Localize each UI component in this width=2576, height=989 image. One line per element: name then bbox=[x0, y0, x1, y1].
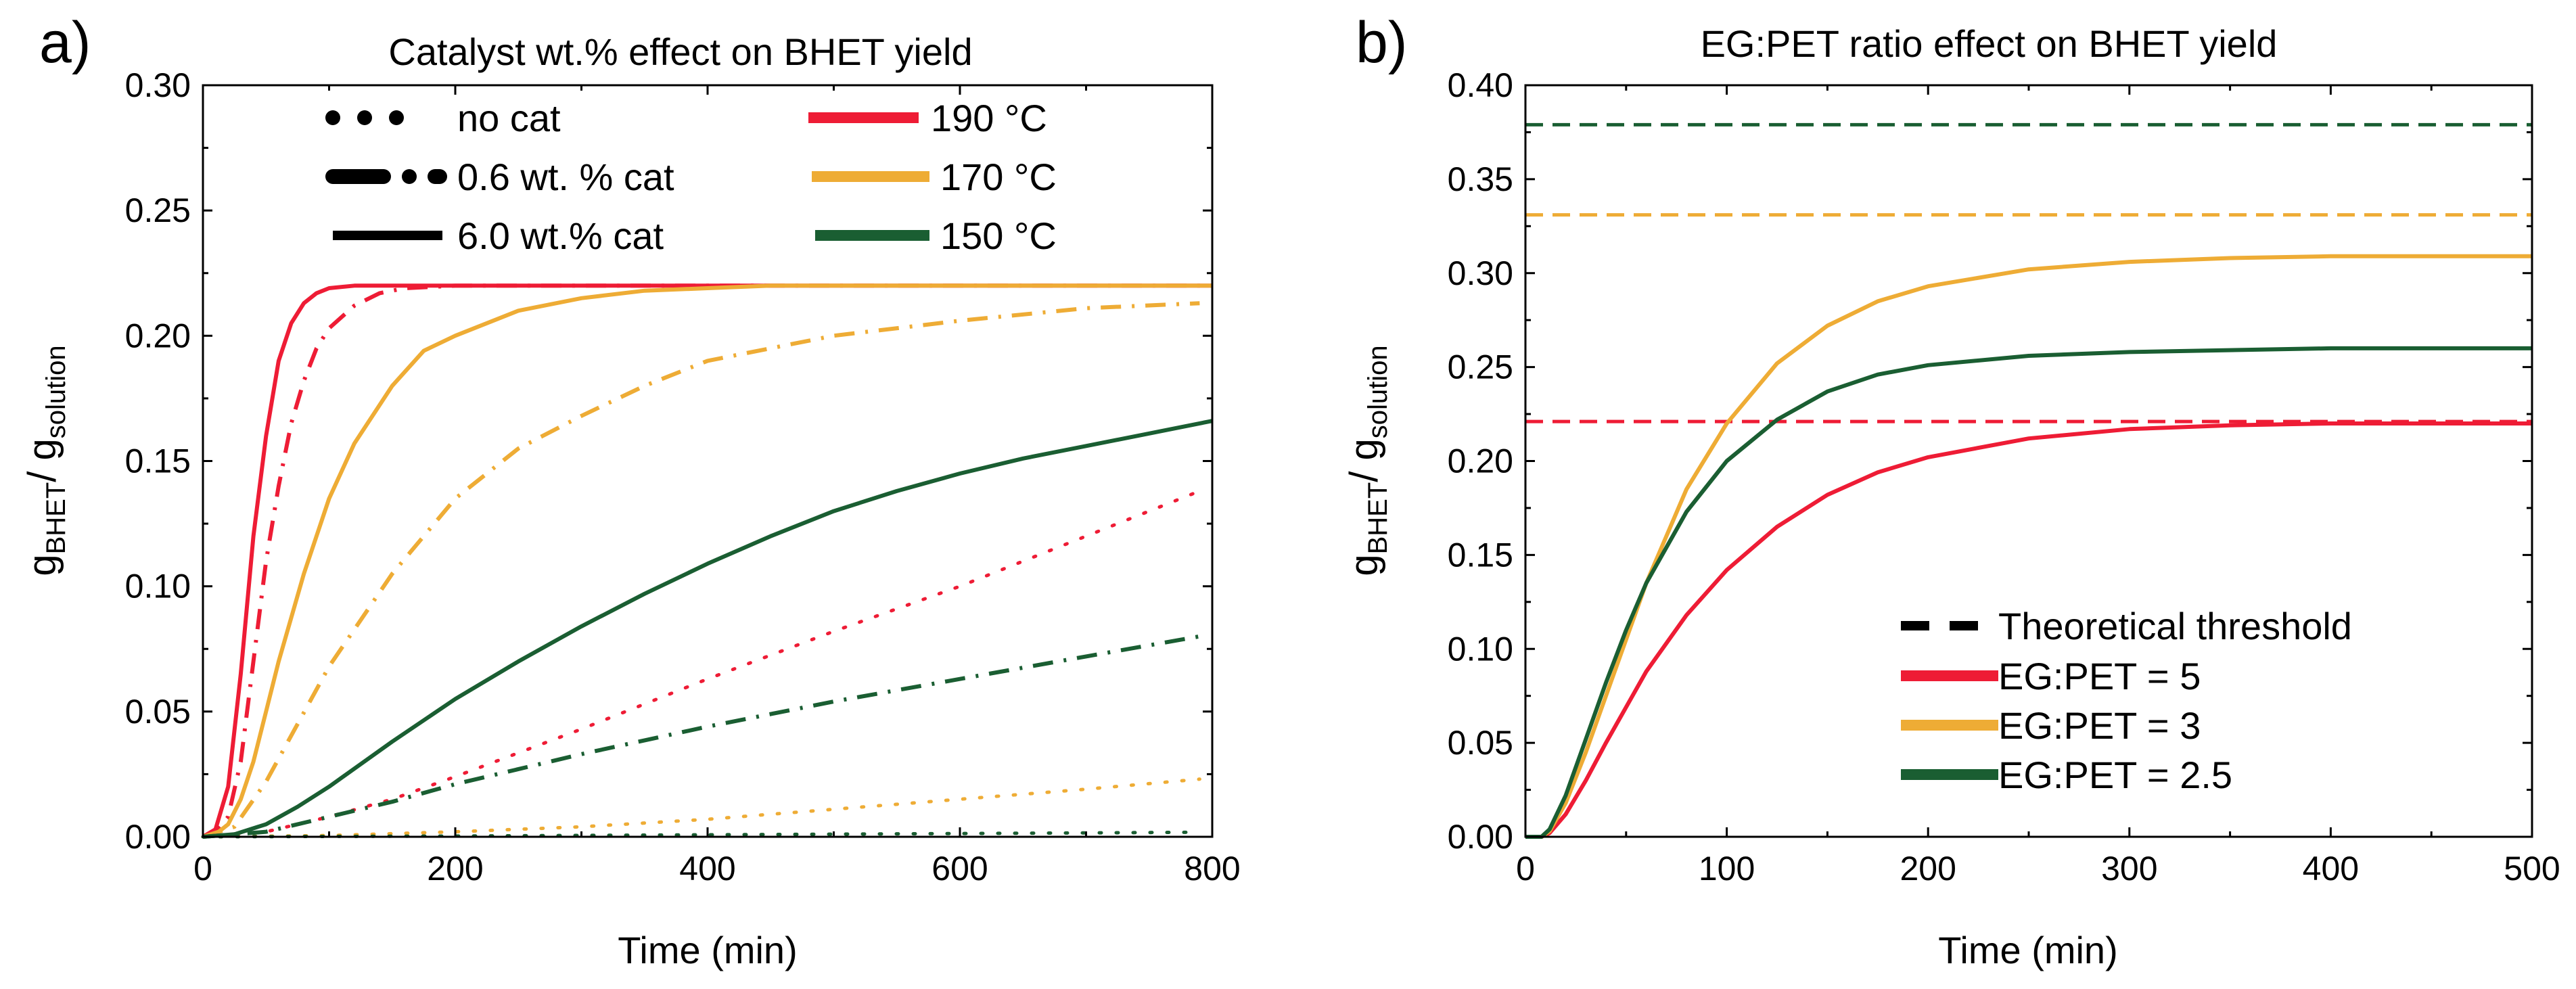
panel-a-xtick-label-1: 200 bbox=[427, 850, 483, 888]
panel-a-ticks: 0 200 400 600 800 0.00 0.05 0.10 0.15 0.20 0.25 0.3… bbox=[125, 66, 1241, 888]
panel-b-xlabel: Time (min) bbox=[1938, 929, 2117, 971]
panel-b-ytick-label-1: 0.05 bbox=[1448, 724, 1513, 762]
panel-b-xtick-label-2: 200 bbox=[1900, 850, 1956, 888]
panel-b: b) EG:PET ratio effect on BHET yield 0 10… bbox=[1342, 10, 2560, 971]
legend-label-no-cat: no cat bbox=[457, 97, 561, 139]
panel-a-ytick-label-1: 0.05 bbox=[125, 693, 191, 731]
panel-b-xtick-label-3: 300 bbox=[2101, 850, 2157, 888]
panel-a-frame bbox=[202, 84, 1214, 838]
panel-b-legend: Theoretical threshold EG:PET = 5 EG:PET … bbox=[1901, 605, 2352, 796]
panel-b-series-1 bbox=[1525, 254, 2532, 839]
panel-a-series-5 bbox=[201, 777, 1201, 839]
panel-b-series bbox=[1525, 122, 2532, 839]
panel-a-series-2 bbox=[201, 489, 1201, 839]
panel-a-ytick-label-6: 0.30 bbox=[125, 66, 191, 104]
panel-b-ytick-label-0: 0.00 bbox=[1448, 818, 1513, 856]
panel-b-series-2 bbox=[1525, 346, 2532, 839]
panel-a-ytick-label-2: 0.10 bbox=[125, 568, 191, 605]
panel-a-xtick-label-2: 400 bbox=[679, 850, 735, 888]
panel-a: a) Catalyst wt.% effect on BHET yield 0 2… bbox=[20, 10, 1241, 971]
panel-b-xtick-label-4: 400 bbox=[2303, 850, 2359, 888]
panel-a-ytick-label-0: 0.00 bbox=[125, 818, 191, 856]
panel-a-xtick-label-3: 600 bbox=[932, 850, 988, 888]
legend-label-6-0-cat: 6.0 wt.% cat bbox=[457, 214, 664, 257]
panel-b-ticks: 0 100 200 300 400 500 0.00 0.05 0.10 0.15 0.20 0.25… bbox=[1448, 66, 2560, 888]
legend-label-190c: 190 °C bbox=[931, 97, 1047, 139]
legend-label-egpet-3: EG:PET = 3 bbox=[1998, 704, 2201, 747]
panel-b-ylabel: gBHET/ gsolution bbox=[1342, 345, 1393, 576]
panel-a-ylabel: gBHET/ gsolution bbox=[20, 345, 71, 576]
panel-b-ytick-label-8: 0.40 bbox=[1448, 66, 1513, 104]
legend-label-egpet-5: EG:PET = 5 bbox=[1998, 655, 2201, 697]
panel-b-ytick-label-6: 0.30 bbox=[1448, 254, 1513, 292]
panel-a-xtick-label-4: 800 bbox=[1184, 850, 1240, 888]
panel-a-title: Catalyst wt.% effect on BHET yield bbox=[388, 30, 972, 73]
legend-label-150c: 150 °C bbox=[940, 214, 1057, 257]
panel-a-ytick-label-5: 0.25 bbox=[125, 191, 191, 229]
legend-label-170c: 170 °C bbox=[940, 156, 1057, 198]
panel-b-label: b) bbox=[1356, 10, 1407, 75]
panel-a-series-0 bbox=[202, 283, 1212, 839]
panel-b-ytick-label-3: 0.15 bbox=[1448, 536, 1513, 574]
panel-a-series-3 bbox=[202, 283, 1212, 839]
panel-a-series-7 bbox=[202, 634, 1200, 839]
panel-b-xtick-label-1: 100 bbox=[1699, 850, 1755, 888]
panel-b-title: EG:PET ratio effect on BHET yield bbox=[1701, 22, 2278, 65]
legend-label-threshold: Theoretical threshold bbox=[1998, 605, 2352, 647]
panel-b-ytick-label-4: 0.20 bbox=[1448, 442, 1513, 480]
panel-a-xtick-label-0: 0 bbox=[193, 850, 212, 888]
legend-label-0-6-cat: 0.6 wt. % cat bbox=[457, 156, 674, 198]
panel-a-series-1 bbox=[202, 283, 1212, 839]
panel-a-series-4 bbox=[202, 301, 1200, 839]
panel-a-series bbox=[201, 283, 1213, 839]
panel-b-ytick-label-2: 0.10 bbox=[1448, 630, 1513, 668]
panel-b-ytick-label-5: 0.25 bbox=[1448, 348, 1513, 386]
legend-label-egpet-2-5: EG:PET = 2.5 bbox=[1998, 754, 2232, 796]
panel-a-label: a) bbox=[39, 10, 91, 75]
panel-a-ytick-label-4: 0.20 bbox=[125, 317, 191, 354]
panel-a-legend: no cat 0.6 wt. % cat 6.0 wt.% cat 190 °C… bbox=[325, 97, 1057, 257]
panel-b-ytick-label-7: 0.35 bbox=[1448, 160, 1513, 198]
panel-b-xtick-label-5: 500 bbox=[2504, 850, 2560, 888]
panel-a-xlabel: Time (min) bbox=[618, 929, 797, 971]
panel-b-series-0 bbox=[1525, 421, 2532, 839]
panel-a-ytick-label-3: 0.15 bbox=[125, 442, 191, 480]
panel-a-series-6 bbox=[202, 419, 1213, 839]
panel-b-xtick-label-0: 0 bbox=[1516, 850, 1535, 888]
